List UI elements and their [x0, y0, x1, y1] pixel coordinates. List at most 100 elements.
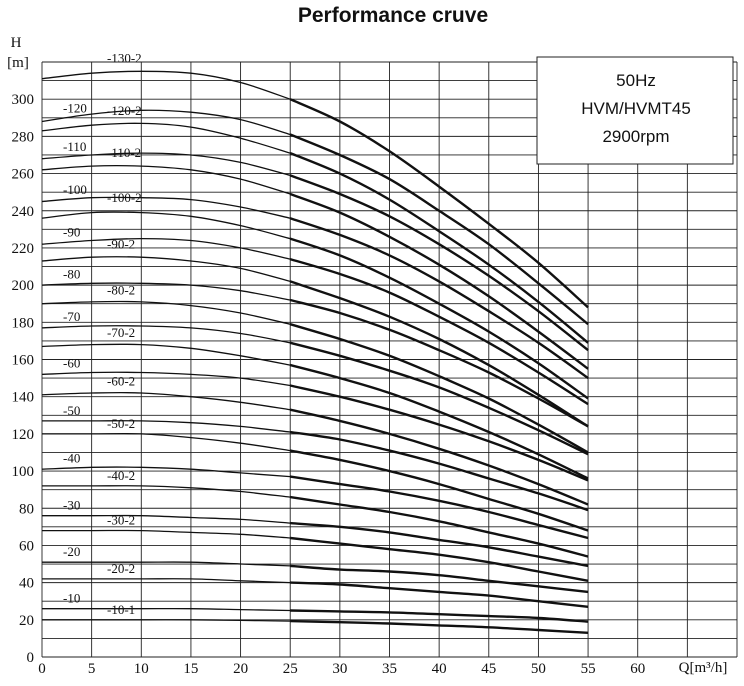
curve-label: -30-2 — [107, 513, 135, 528]
curve-line — [41, 70, 291, 100]
curve-line-bold — [289, 133, 589, 326]
curve-line-bold — [289, 217, 589, 380]
curve-label: -120-2 — [107, 103, 142, 118]
y-tick-label: 240 — [12, 204, 35, 220]
y-tick-label: 300 — [12, 92, 35, 108]
curve-line — [42, 432, 291, 452]
info-frequency: 50Hz — [616, 71, 656, 90]
curve-line-bold — [290, 619, 589, 634]
curve-label: -110-2 — [107, 145, 141, 160]
curve-line — [42, 578, 291, 584]
x-tick-label: 25 — [283, 661, 298, 677]
curve-line-bold — [289, 298, 589, 428]
curve-line — [41, 196, 291, 219]
curve-label: -70-2 — [107, 325, 135, 340]
info-model: HVM/HVMT45 — [581, 99, 691, 118]
x-tick-label: 15 — [183, 661, 198, 677]
x-tick-label: 10 — [134, 661, 149, 677]
y-tick-label: 180 — [12, 315, 35, 331]
curve-line — [41, 109, 291, 136]
info-box: 50Hz HVM/HVMT45 2900rpm — [536, 56, 734, 165]
x-tick-label: 30 — [332, 661, 347, 677]
curve-line-bold — [289, 280, 589, 428]
y-tick-label: 80 — [19, 501, 34, 517]
y-tick-label: 60 — [19, 538, 34, 554]
y-tick-label: 140 — [12, 390, 35, 406]
curve-line-bold — [289, 363, 589, 480]
y-tick-label: 220 — [12, 241, 35, 257]
y-axis-label: H — [11, 35, 22, 51]
x-tick-label: 35 — [382, 661, 397, 677]
curve-line — [41, 282, 291, 301]
x-tick-label: 40 — [432, 661, 447, 677]
curve-label: -130-2 — [107, 51, 142, 66]
curve-line-bold — [289, 408, 589, 506]
curve-line-bold — [290, 536, 589, 582]
x-tick-label: 20 — [233, 661, 248, 677]
x-tick-label: 55 — [581, 661, 596, 677]
curve-label: -50-2 — [107, 416, 135, 431]
curve-line — [41, 256, 291, 283]
curve-line — [41, 619, 291, 622]
curves — [41, 70, 589, 634]
curve-label: -90 — [63, 225, 80, 240]
curve-line-bold — [289, 323, 589, 454]
curve-line-bold — [289, 151, 589, 344]
y-tick-label: 280 — [12, 129, 35, 145]
y-axis-unit: [m] — [7, 55, 29, 71]
x-tick-label: 50 — [531, 661, 546, 677]
y-tick-label: 260 — [12, 167, 35, 183]
curve-line — [41, 343, 291, 366]
x-tick-label: 0 — [38, 661, 46, 677]
x-axis-label: Q[m³/h] — [679, 660, 728, 676]
y-tick-label: 20 — [19, 613, 34, 629]
curve-line-bold — [290, 609, 589, 623]
curve-label: -70 — [63, 309, 80, 324]
curve-line — [42, 529, 291, 539]
curve-line — [41, 122, 291, 154]
curve-line-bold — [289, 174, 589, 352]
curve-line — [41, 371, 291, 387]
curve-line — [41, 152, 291, 177]
info-speed: 2900rpm — [602, 127, 669, 146]
curve-line-bold — [289, 341, 589, 456]
curve-line — [42, 485, 291, 498]
curve-label: -120 — [63, 101, 87, 116]
y-tick-label: 160 — [12, 353, 35, 369]
curve-line — [41, 391, 291, 411]
curve-line-bold — [290, 521, 589, 568]
curve-label: -10-1 — [107, 602, 135, 617]
curve-line — [41, 237, 291, 260]
curve-label: -60-2 — [107, 373, 135, 388]
curve-line-bold — [290, 581, 589, 608]
curve-label: -40-2 — [107, 468, 135, 483]
x-tick-label: 45 — [481, 661, 496, 677]
curve-line-bold — [290, 564, 589, 594]
y-tick-label: 40 — [19, 576, 34, 592]
curve-line-bold — [290, 475, 589, 540]
curve-line-bold — [289, 449, 589, 532]
curve-line-bold — [289, 98, 589, 309]
curve-label: -50 — [63, 403, 80, 418]
curve-line — [42, 607, 291, 612]
curve-label: -110 — [63, 139, 86, 154]
chart-title: Performance cruve — [298, 4, 488, 27]
curve-label: -20-2 — [107, 561, 135, 576]
curve-line — [41, 300, 291, 325]
curve-label: -60 — [63, 356, 80, 371]
curve-label: -40 — [63, 450, 80, 465]
curve-line-bold — [289, 237, 589, 400]
curve-label: -20 — [63, 544, 80, 559]
y-tick-label: 0 — [27, 650, 35, 666]
y-tick-label: 120 — [12, 427, 35, 443]
x-tick-label: 60 — [630, 661, 645, 677]
curve-line-bold — [289, 384, 589, 482]
curve-line-bold — [289, 257, 589, 406]
curve-label: -100-2 — [107, 190, 142, 205]
curve-line — [41, 514, 291, 524]
curve-line-bold — [289, 192, 589, 370]
axis-ticks: 0 5 10 15 20 25 30 35 40 45 50 55 60 0 20 40 60 80 100 120 1… — [12, 92, 646, 677]
y-tick-label: 200 — [12, 278, 35, 294]
y-tick-label: 100 — [12, 464, 35, 480]
